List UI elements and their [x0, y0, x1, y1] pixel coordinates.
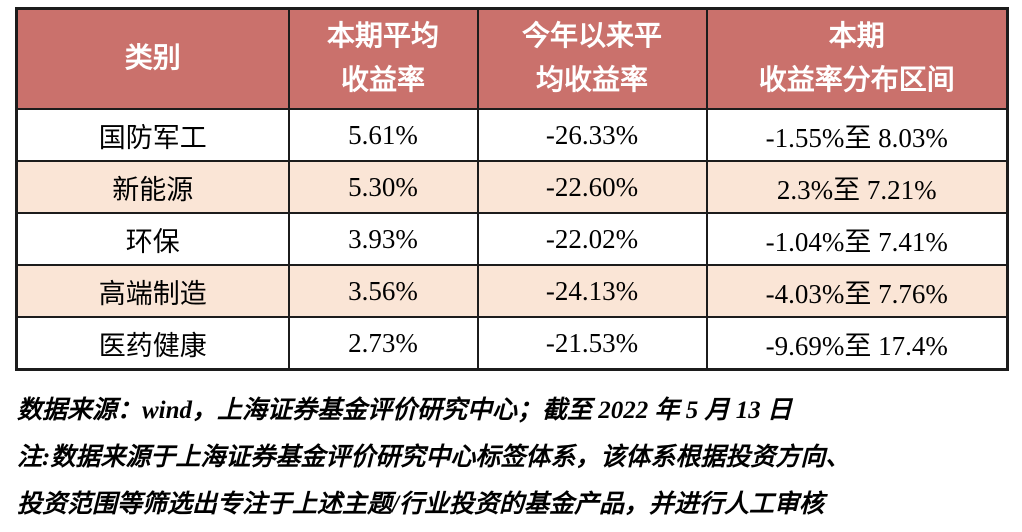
returns-table: 类别 本期平均 收益率 今年以来平 均收益率 本期 收益率分布区间 国防军工: [15, 7, 1009, 371]
cell-category: 环保: [15, 212, 290, 266]
cell-return-range: -1.04%至 7.41%: [705, 212, 1009, 266]
cell-return-range: -4.03%至 7.76%: [705, 264, 1009, 318]
header-cell-return-range: 本期 收益率分布区间: [705, 7, 1009, 110]
header-label-line2: 收益率分布区间: [758, 65, 955, 96]
header-cell-category: 类别: [15, 7, 290, 110]
table-row: 新能源 5.30% -22.60% 2.3%至 7.21%: [15, 160, 1009, 214]
cell-ytd-return: -22.02%: [476, 212, 708, 266]
cell-category: 新能源: [15, 160, 290, 214]
cell-return-range: -9.69%至 17.4%: [705, 316, 1009, 371]
table-row: 医药健康 2.73% -21.53% -9.69%至 17.4%: [15, 316, 1009, 371]
cell-ytd-return: -22.60%: [476, 160, 708, 214]
report-table-snippet: 类别 本期平均 收益率 今年以来平 均收益率 本期 收益率分布区间 国防军工: [0, 7, 1022, 532]
cell-current-return: 5.30%: [287, 160, 479, 214]
table-row: 高端制造 3.56% -24.13% -4.03%至 7.76%: [15, 264, 1009, 318]
cell-ytd-return: -24.13%: [476, 264, 708, 318]
table-row: 环保 3.93% -22.02% -1.04%至 7.41%: [15, 212, 1009, 266]
methodology-note-line1: 注:数据来源于上海证券基金评价研究中心标签体系，该体系根据投资方向、: [17, 444, 851, 471]
cell-ytd-return: -21.53%: [476, 316, 708, 371]
table-row: 国防军工 5.61% -26.33% -1.55%至 8.03%: [15, 108, 1009, 162]
cell-category: 高端制造: [15, 264, 290, 318]
cell-ytd-return: -26.33%: [476, 108, 708, 162]
header-label-line1: 本期: [828, 21, 885, 52]
cell-current-return: 3.93%: [287, 212, 479, 266]
header-label-line2: 收益率: [340, 65, 425, 96]
cell-return-range: -1.55%至 8.03%: [705, 108, 1009, 162]
methodology-note-line2: 投资范围等筛选出专注于上述主题/行业投资的基金产品，并进行人工审核: [17, 491, 824, 518]
header-row: 类别 本期平均 收益率 今年以来平 均收益率 本期 收益率分布区间: [15, 7, 1009, 110]
cell-current-return: 5.61%: [287, 108, 479, 162]
header-cell-ytd-avg-return: 今年以来平 均收益率: [476, 7, 708, 110]
cell-category: 国防军工: [15, 108, 290, 162]
cell-current-return: 3.56%: [287, 264, 479, 318]
header-cell-current-avg-return: 本期平均 收益率: [287, 7, 479, 110]
header-label-line1: 今年以来平: [521, 21, 662, 52]
header-label: 类别: [124, 43, 181, 74]
cell-return-range: 2.3%至 7.21%: [705, 160, 1009, 214]
cell-category: 医药健康: [15, 316, 290, 371]
header-label-line2: 均收益率: [535, 65, 648, 96]
header-label-line1: 本期平均: [326, 21, 439, 52]
cell-current-return: 2.73%: [287, 316, 479, 371]
source-note: 数据来源：wind，上海证券基金评价研究中心；截至 2022 年 5 月 13 …: [17, 397, 793, 424]
footnotes: 数据来源：wind，上海证券基金评价研究中心；截至 2022 年 5 月 13 …: [17, 387, 1022, 528]
